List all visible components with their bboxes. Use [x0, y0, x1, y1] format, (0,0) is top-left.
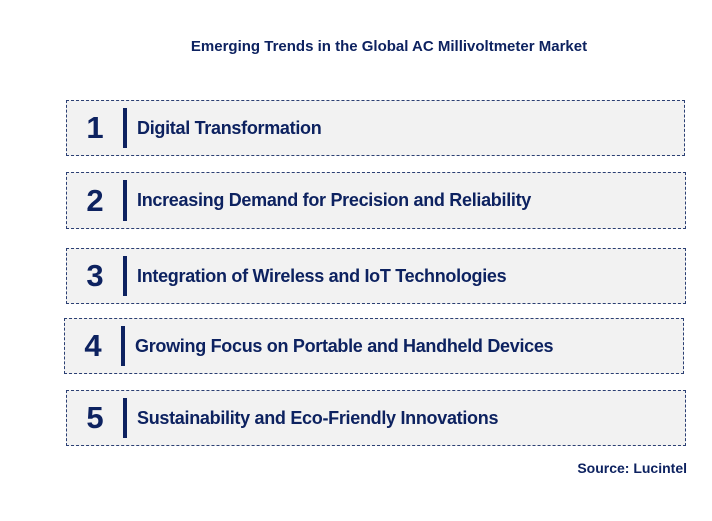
trend-divider	[121, 326, 125, 366]
source-label: Source: Lucintel	[577, 460, 687, 476]
trend-number: 5	[86, 400, 104, 435]
trend-label: Increasing Demand for Precision and Reli…	[137, 190, 532, 210]
trend-item-4: 4 Growing Focus on Portable and Handheld…	[64, 318, 684, 374]
trend-item-2: 2 Increasing Demand for Precision and Re…	[66, 172, 686, 229]
trend-number: 2	[86, 182, 104, 218]
trend-divider	[123, 180, 127, 221]
trend-divider	[123, 398, 127, 438]
trend-label: Integration of Wireless and IoT Technolo…	[137, 265, 507, 286]
trend-number: 3	[86, 258, 104, 293]
trend-divider	[123, 108, 127, 148]
trend-divider	[123, 256, 127, 296]
trend-label: Digital Transformation	[137, 117, 322, 138]
trend-label: Growing Focus on Portable and Handheld D…	[135, 335, 554, 356]
trend-item-5: 5 Sustainability and Eco-Friendly Innova…	[66, 390, 686, 446]
trend-item-1: 1 Digital Transformation	[66, 100, 685, 156]
trend-number: 1	[86, 110, 104, 145]
trend-item-3: 3 Integration of Wireless and IoT Techno…	[66, 248, 686, 304]
trend-number: 4	[84, 328, 102, 363]
trend-label: Sustainability and Eco-Friendly Innovati…	[137, 407, 499, 428]
diagram-title: Emerging Trends in the Global AC Millivo…	[190, 38, 588, 55]
